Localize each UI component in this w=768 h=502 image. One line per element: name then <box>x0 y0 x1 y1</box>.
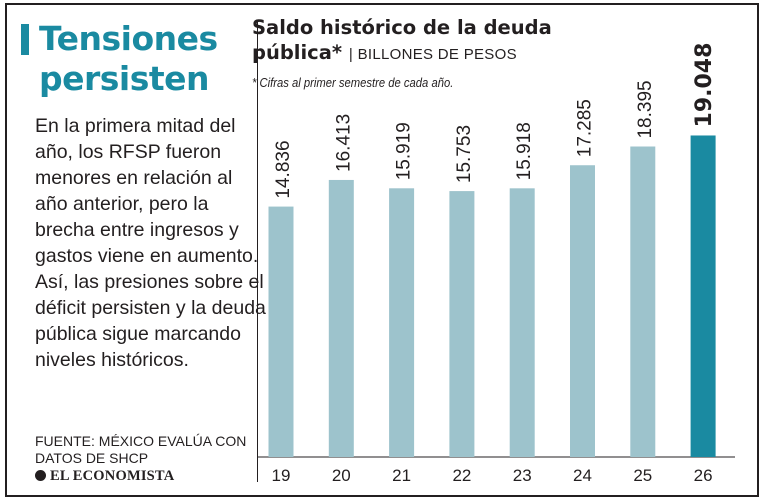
bar-20 <box>328 179 354 457</box>
headline: Tensiones persisten <box>39 19 218 99</box>
data-label-21: 15.919 <box>394 122 415 180</box>
headline-line-1: Tensiones <box>39 19 218 58</box>
bar-23 <box>509 188 535 458</box>
brand-name: EL ECONOMISTA <box>50 468 175 484</box>
bar-24 <box>570 165 595 457</box>
story-text: En la primera mitad del año, los RFSP fu… <box>35 115 266 371</box>
chart-title: Saldo histórico de la deuda pública* | B… <box>252 15 582 67</box>
chart-units-text: BILLONES DE PESOS <box>357 46 517 63</box>
x-tick-label-22: 22 <box>452 466 471 485</box>
brand: EL ECONOMISTA <box>35 468 174 485</box>
x-tick-label-21: 21 <box>392 466 411 485</box>
x-tick-label-26: 26 <box>694 466 713 485</box>
x-tick-label-19: 19 <box>272 466 291 485</box>
x-tick-label-24: 24 <box>573 466 592 485</box>
chart-title-text: Saldo histórico de la deuda pública* <box>252 16 552 64</box>
x-tick-label-25: 25 <box>633 466 652 485</box>
data-label-25: 18.395 <box>635 80 656 138</box>
x-tick-label-23: 23 <box>513 466 532 485</box>
brand-logo-icon <box>35 470 46 481</box>
headline-accent-bar <box>21 24 29 55</box>
source-credit: Fuente: México Evalúa con datos de SHCP <box>35 433 247 466</box>
bar-26 <box>690 135 716 457</box>
story-panel: Tensiones persisten En la primera mitad … <box>21 19 266 489</box>
bar-22 <box>449 191 475 457</box>
data-label-19: 14.836 <box>273 140 294 198</box>
chart-footnote: * Cifras al primer semestre de cada año. <box>252 76 454 90</box>
chart-units: | BILLONES DE PESOS <box>348 46 517 63</box>
panel-divider <box>257 20 258 482</box>
data-label-22: 15.753 <box>454 125 475 183</box>
bar-21 <box>389 188 415 457</box>
bar-19 <box>268 206 294 457</box>
data-label-23: 15.918 <box>514 122 535 180</box>
bar-25 <box>630 146 656 457</box>
headline-line-2: persisten <box>39 59 210 98</box>
data-label-20: 16.413 <box>333 114 354 172</box>
data-label-26: 19.048 <box>692 43 717 128</box>
x-tick-label-20: 20 <box>332 466 351 485</box>
data-label-24: 17.285 <box>575 99 596 157</box>
